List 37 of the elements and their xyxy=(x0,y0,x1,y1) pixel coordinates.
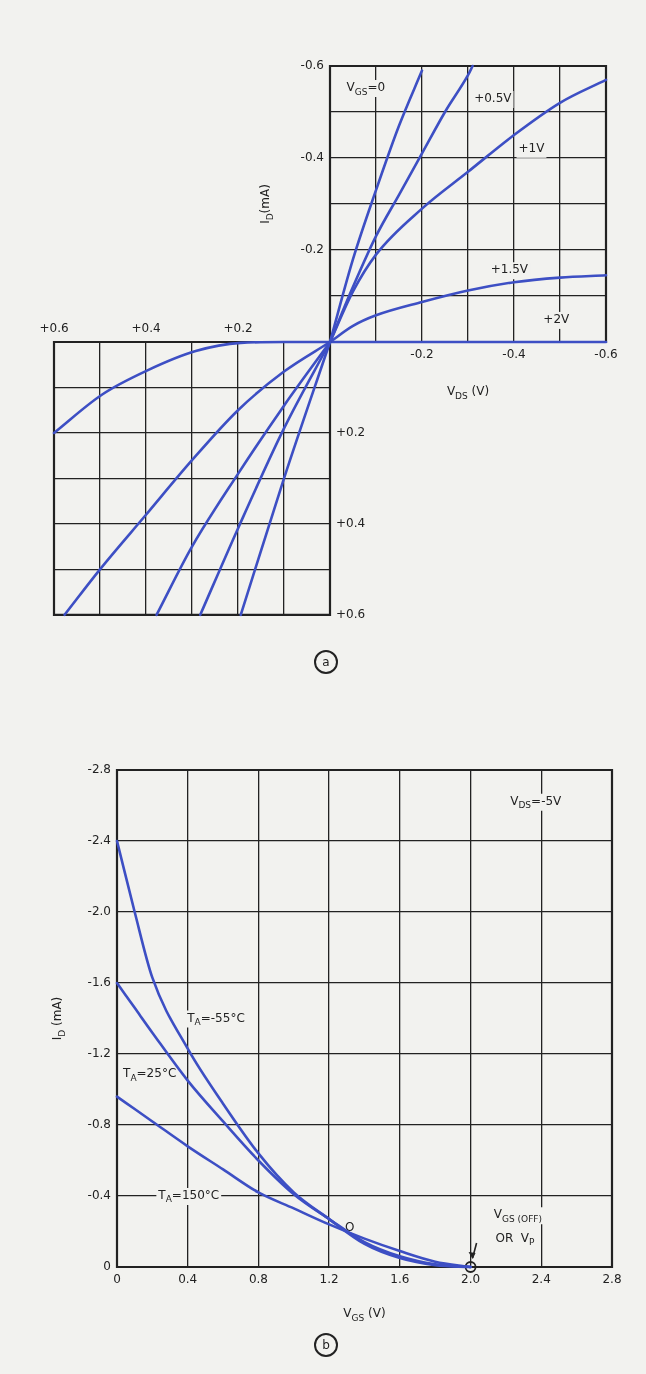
y-tick-label: -0.2 xyxy=(300,242,324,257)
x-tick-label: 2.4 xyxy=(531,1272,551,1287)
series-label: +1V xyxy=(518,140,546,155)
x-tick-label: -0.4 xyxy=(502,347,526,362)
series-label: +2V xyxy=(543,312,571,327)
y-tick-label: -1.2 xyxy=(87,1046,111,1061)
x-tick-label: +0.6 xyxy=(39,320,69,335)
y-tick-label: -2.8 xyxy=(87,762,111,777)
y-tick-label: +0.6 xyxy=(336,606,366,621)
x-tick-label: 1.2 xyxy=(319,1272,339,1287)
x-tick-label: -0.2 xyxy=(410,347,434,362)
series-label: +0.5V xyxy=(474,91,513,106)
y-tick-label: 0 xyxy=(103,1259,111,1274)
y-tick-label: +0.2 xyxy=(336,425,366,440)
x-tick-label: +0.4 xyxy=(131,320,161,335)
x-tick-label: -0.6 xyxy=(594,347,618,362)
x-tick-label: 2.0 xyxy=(461,1272,481,1287)
y-axis-title: ID (mA) xyxy=(50,996,67,1041)
panel-letter: b xyxy=(314,1333,338,1357)
panel-letter: a xyxy=(314,650,338,674)
y-tick-label: -0.6 xyxy=(300,58,324,73)
x-tick-label: 2.8 xyxy=(602,1272,622,1287)
y-tick-label: -2.4 xyxy=(87,833,111,848)
y-tick-label: -0.8 xyxy=(87,1117,111,1132)
y-tick-label: +0.4 xyxy=(336,515,366,530)
y-tick-label: -0.4 xyxy=(300,150,324,165)
y-tick-label: -2.0 xyxy=(87,904,111,919)
x-tick-label: 0 xyxy=(113,1272,121,1287)
annotation: O xyxy=(344,1219,355,1234)
x-tick-label: 0.4 xyxy=(178,1272,198,1287)
y-axis-title: ID(mA) xyxy=(258,184,275,224)
series-label: +1.5V xyxy=(490,262,529,277)
x-tick-label: +0.2 xyxy=(223,320,253,335)
y-tick-label: -1.6 xyxy=(87,975,111,990)
x-tick-label: 0.8 xyxy=(248,1272,268,1287)
y-tick-label: -0.4 xyxy=(87,1188,111,1203)
x-tick-label: 1.6 xyxy=(390,1272,410,1287)
